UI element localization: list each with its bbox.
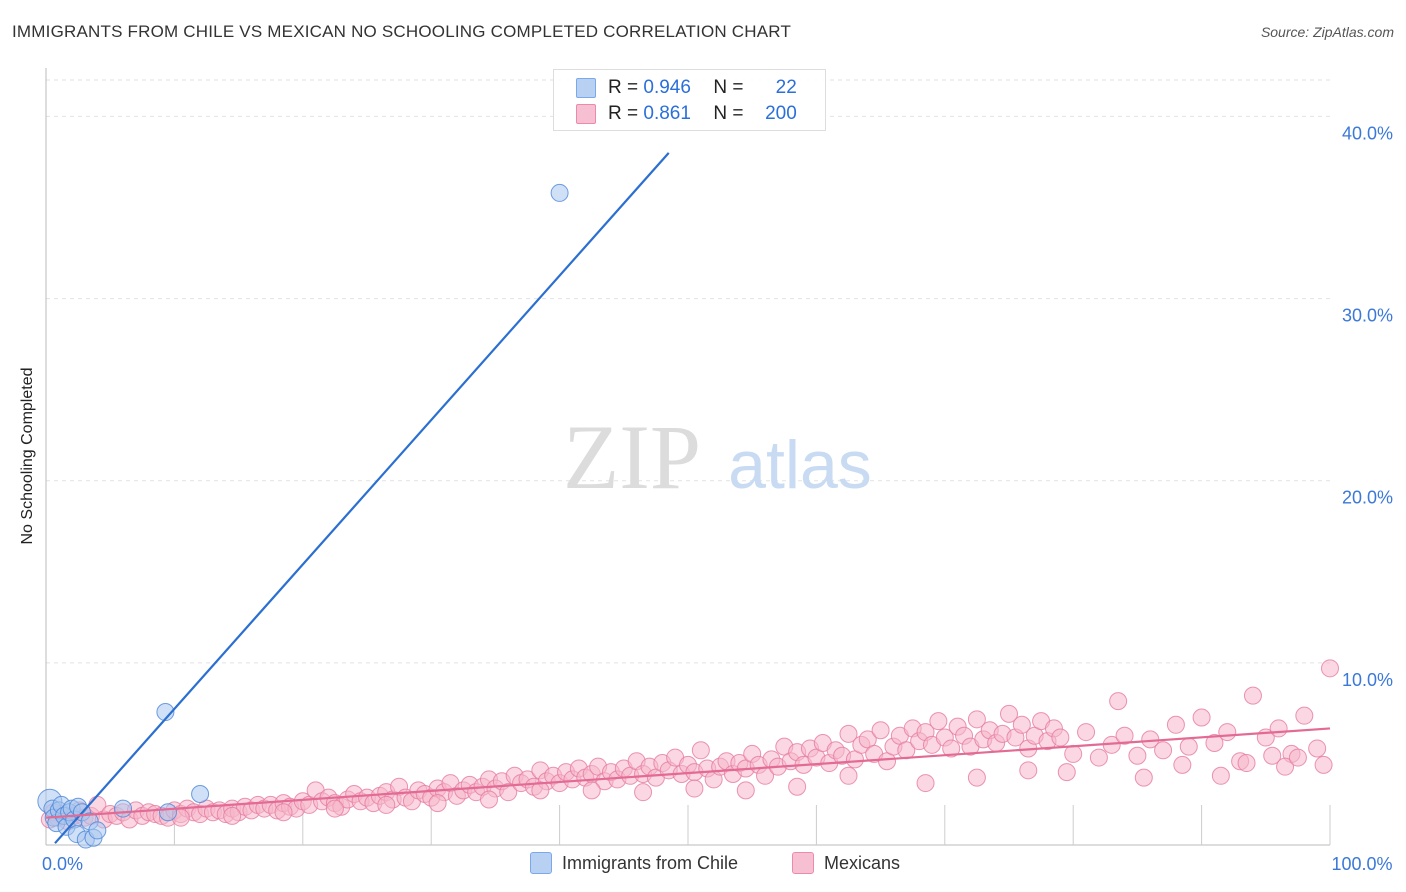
mexican-point — [967, 768, 986, 787]
legend-row-chile: R = 0.946 N = 22 — [576, 77, 797, 99]
y-tick-label: 30.0% — [1342, 306, 1393, 326]
legend-n-label: N = — [713, 103, 744, 124]
mexican-point — [1192, 708, 1211, 727]
mexican-point — [1000, 704, 1018, 723]
legend-r-value-chile: 0.946 — [643, 77, 691, 98]
legend-r-label: R = — [608, 103, 639, 124]
chile-point — [114, 799, 133, 818]
mexican-point — [1089, 748, 1108, 767]
legend-r-value-mexicans: 0.861 — [643, 103, 691, 124]
series-legend-chile: Immigrants from Chile — [530, 852, 738, 874]
x-tick-label: 100.0% — [1331, 854, 1392, 874]
legend-swatch-chile — [576, 78, 596, 98]
mexican-point — [1288, 748, 1307, 767]
legend-n-value-mexicans: 200 — [765, 103, 797, 124]
mexican-point — [788, 777, 807, 796]
mexican-point — [1308, 739, 1327, 758]
mexican-point — [1205, 734, 1224, 752]
mexican-point — [1321, 659, 1339, 678]
trend-lines — [45, 152, 1331, 844]
y-tick-label: 20.0% — [1342, 488, 1393, 508]
mexican-point — [1166, 715, 1185, 734]
legend-n-value-chile: 22 — [775, 77, 797, 98]
watermark: ZIP atlas — [563, 406, 872, 508]
mexican-point — [1109, 692, 1128, 711]
mexican-point — [871, 721, 890, 740]
mexican-point — [1263, 746, 1282, 765]
mexican-point — [1243, 686, 1262, 705]
series-legend-mexicans: Mexicans — [792, 852, 900, 874]
correlation-legend: R = 0.946 N = 22 R = 0.861 N = 200 — [553, 69, 826, 131]
watermark-zip: ZIP — [563, 406, 701, 508]
mexican-point — [1115, 726, 1134, 745]
chile-point — [191, 785, 210, 803]
series-label-mexicans: Mexicans — [824, 852, 901, 873]
legend-row-mexicans: R = 0.861 N = 200 — [576, 103, 797, 125]
mexican-point — [428, 794, 447, 813]
mexican-point — [223, 806, 242, 825]
mexican-point — [1057, 763, 1076, 782]
mexican-point — [1077, 723, 1096, 742]
mexican-point — [839, 766, 858, 785]
mexican-point — [634, 783, 653, 802]
x-tick-label: 0.0% — [42, 854, 83, 874]
chile-point — [158, 803, 177, 822]
mexican-point — [967, 710, 986, 729]
mexican-point — [1173, 755, 1192, 774]
mexican-point — [499, 783, 518, 802]
mexican-point — [582, 781, 601, 800]
mexican-point — [1019, 761, 1038, 780]
mexican-point — [1128, 746, 1147, 765]
watermark-atlas: atlas — [728, 427, 872, 503]
data-points — [37, 183, 1339, 849]
chile-point — [550, 183, 569, 202]
mexican-point — [325, 799, 344, 818]
mexican-point — [1064, 744, 1083, 763]
mexican-point — [1012, 715, 1031, 734]
mexican-point — [1134, 768, 1153, 787]
mexican-point — [1211, 766, 1230, 785]
mexican-point — [274, 803, 293, 822]
series-label-chile: Immigrants from Chile — [562, 852, 739, 873]
mexican-point — [916, 774, 935, 793]
mexican-point — [1218, 723, 1237, 742]
mexican-trend-line — [45, 727, 1331, 819]
source-label: Source: ZipAtlas.com — [1260, 24, 1394, 40]
mexican-point — [1295, 706, 1314, 725]
mexican-point — [377, 795, 396, 814]
mexican-point — [1051, 728, 1070, 747]
y-tick-label: 10.0% — [1342, 670, 1393, 690]
chile-point — [88, 821, 107, 840]
mexican-point — [479, 790, 498, 809]
mexican-point — [1276, 757, 1295, 776]
mexican-point — [839, 724, 858, 743]
chart-title: IMMIGRANTS FROM CHILE VS MEXICAN NO SCHO… — [12, 22, 792, 41]
gridlines — [46, 79, 1330, 664]
chile-trend-line — [54, 152, 670, 844]
series-swatch-mexicans — [792, 852, 814, 874]
axes — [45, 68, 1331, 846]
mexican-point — [1314, 755, 1333, 774]
mexican-point — [691, 741, 710, 760]
mexican-point — [929, 712, 948, 731]
legend-n-label: N = — [713, 77, 744, 98]
legend-swatch-mexicans — [576, 104, 596, 124]
mexican-point — [736, 781, 755, 800]
mexican-point — [685, 779, 704, 798]
mexican-point — [1179, 737, 1198, 756]
mexican-point — [531, 781, 550, 800]
tick-labels: 10.0% 20.0% 30.0% 40.0% 0.0% 100.0% — [42, 123, 1393, 874]
legend-r-label: R = — [608, 77, 639, 98]
mexican-point — [1237, 754, 1256, 773]
series-swatch-chile — [530, 852, 552, 874]
mexican-point — [942, 739, 961, 758]
mexican-point — [1269, 719, 1288, 738]
y-tick-label: 40.0% — [1342, 123, 1393, 143]
mexican-point — [1154, 741, 1173, 760]
